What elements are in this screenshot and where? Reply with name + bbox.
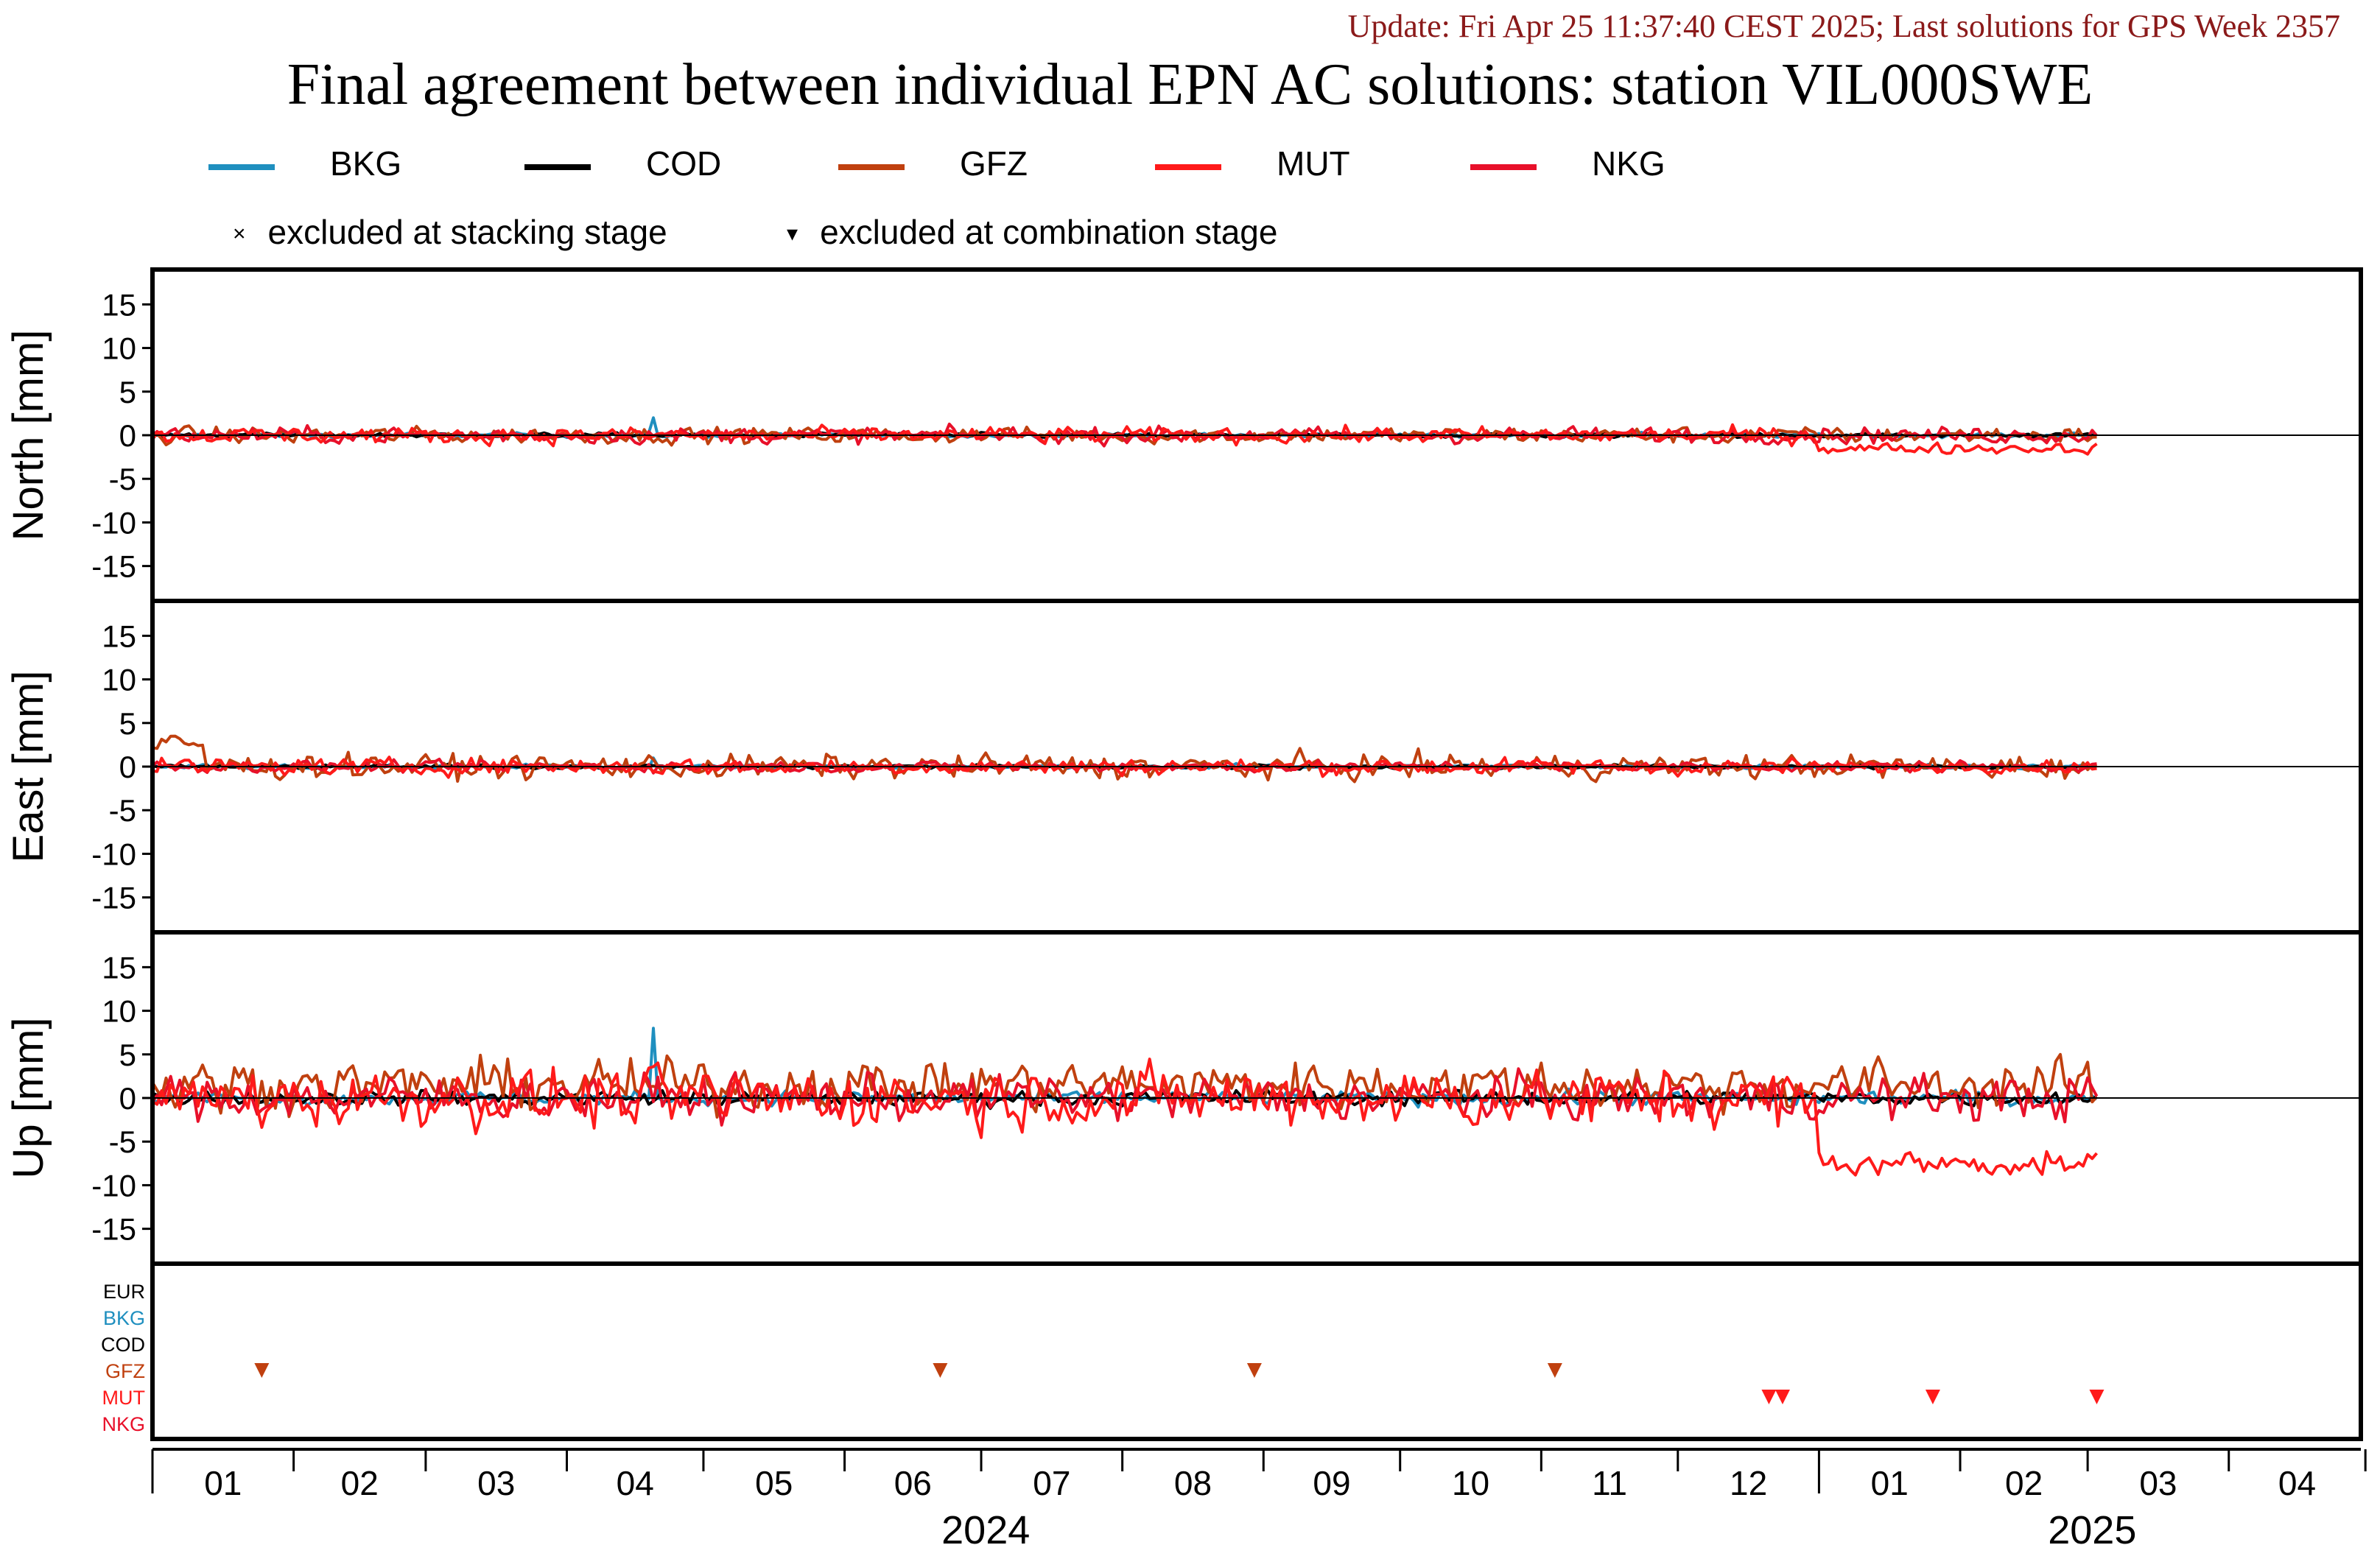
y-tick-label: 5 bbox=[119, 1038, 136, 1072]
exclusion-row-label: EUR bbox=[103, 1281, 145, 1303]
update-timestamp: Update: Fri Apr 25 11:37:40 CEST 2025; L… bbox=[1347, 8, 2340, 44]
y-tick-label: 15 bbox=[102, 287, 136, 322]
x-tick-label: 12 bbox=[1730, 1464, 1767, 1502]
legend-swatch-cod bbox=[524, 164, 591, 170]
legend-combination-label: excluded at combination stage bbox=[820, 213, 1278, 251]
series-group bbox=[152, 734, 2097, 784]
exclusion-marker bbox=[1775, 1390, 1790, 1404]
y-tick-label: 15 bbox=[102, 950, 136, 985]
exclusion-marker bbox=[933, 1363, 948, 1378]
y-tick-label: 5 bbox=[119, 375, 136, 409]
y-axis-label: East [mm] bbox=[4, 670, 52, 862]
x-tick-label: 05 bbox=[755, 1464, 793, 1502]
y-tick-label: 0 bbox=[119, 750, 136, 784]
y-tick-label: -15 bbox=[91, 881, 136, 915]
x-tick-label: 03 bbox=[477, 1464, 515, 1502]
y-tick-label: 10 bbox=[102, 331, 136, 366]
y-tick-label: 0 bbox=[119, 1081, 136, 1116]
year-label: 2024 bbox=[941, 1508, 1030, 1545]
y-tick-label: -5 bbox=[109, 793, 136, 828]
series-line-nkg bbox=[152, 422, 2099, 448]
x-tick-label: 04 bbox=[2278, 1464, 2316, 1502]
legend-swatch-gfz bbox=[838, 164, 905, 170]
exclusion-panel-frame bbox=[150, 1261, 2363, 1441]
legend-stacking: × excluded at stacking stage bbox=[233, 212, 667, 256]
legend-label-gfz: GFZ bbox=[960, 144, 1028, 183]
legend-swatch-bkg bbox=[208, 164, 275, 170]
x-tick-label: 11 bbox=[1592, 1464, 1627, 1502]
y-tick-label: -15 bbox=[91, 549, 136, 584]
exclusion-marker bbox=[1246, 1363, 1262, 1378]
series-line-gfz bbox=[152, 734, 2097, 784]
y-tick-label: 15 bbox=[102, 619, 136, 653]
y-tick-label: -15 bbox=[91, 1212, 136, 1247]
exclusion-row-label: NKG bbox=[102, 1413, 145, 1435]
y-tick-label: -5 bbox=[109, 462, 136, 496]
y-axis-label: Up [mm] bbox=[4, 1017, 52, 1178]
x-tick-label: 04 bbox=[617, 1464, 654, 1502]
x-tick-label: 10 bbox=[1452, 1464, 1489, 1502]
y-tick-label: -10 bbox=[91, 1168, 136, 1203]
exclusion-row-label: MUT bbox=[102, 1387, 145, 1409]
y-tick-label: -10 bbox=[91, 837, 136, 871]
y-tick-label: 0 bbox=[119, 418, 136, 453]
exclusion-row-label: COD bbox=[101, 1334, 145, 1356]
triangle-down-icon: ▾ bbox=[787, 222, 798, 246]
y-axis-label: North [mm] bbox=[4, 330, 52, 541]
chart-title: Final agreement between individual EPN A… bbox=[287, 52, 2093, 117]
series-line-mut bbox=[152, 1057, 2099, 1177]
series-group bbox=[152, 1027, 2099, 1177]
y-tick-label: 10 bbox=[102, 994, 136, 1029]
x-tick-label: 09 bbox=[1313, 1464, 1350, 1502]
x-tick-label: 08 bbox=[1174, 1464, 1212, 1502]
series-line-mut bbox=[152, 423, 2098, 456]
x-tick-label: 03 bbox=[2139, 1464, 2177, 1502]
y-tick-label: 10 bbox=[102, 663, 136, 697]
y-tick-label: 5 bbox=[119, 706, 136, 741]
year-label: 2025 bbox=[2048, 1508, 2136, 1545]
legend-stacking-label: excluded at stacking stage bbox=[267, 213, 667, 251]
exclusion-marker bbox=[1547, 1363, 1562, 1378]
exclusion-marker bbox=[1761, 1390, 1777, 1404]
cross-icon: × bbox=[233, 222, 246, 246]
exclusion-row-label: BKG bbox=[103, 1307, 145, 1329]
x-tick-label: 02 bbox=[341, 1464, 379, 1502]
exclusion-marker bbox=[254, 1363, 270, 1378]
exclusion-marker bbox=[1925, 1390, 1940, 1404]
legend-label-cod: COD bbox=[646, 144, 722, 183]
x-tick-label: 02 bbox=[2005, 1464, 2043, 1502]
y-tick-label: -10 bbox=[91, 505, 136, 540]
legend-label-nkg: NKG bbox=[1592, 144, 1665, 183]
legend-label-bkg: BKG bbox=[330, 144, 402, 183]
y-tick-label: -5 bbox=[109, 1125, 136, 1159]
x-tick-label: 01 bbox=[204, 1464, 242, 1502]
exclusion-row-label: GFZ bbox=[105, 1360, 145, 1382]
legend-combination: ▾ excluded at combination stage bbox=[787, 212, 1277, 256]
exclusion-marker bbox=[2089, 1390, 2105, 1404]
x-tick-label: 07 bbox=[1033, 1464, 1070, 1502]
legend-swatch-nkg bbox=[1470, 164, 1537, 170]
legend-swatch-mut bbox=[1155, 164, 1221, 170]
series-line-mut bbox=[152, 756, 2097, 779]
x-tick-label: 06 bbox=[894, 1464, 932, 1502]
legend-label-mut: MUT bbox=[1277, 144, 1350, 183]
x-tick-label: 01 bbox=[1871, 1464, 1909, 1502]
